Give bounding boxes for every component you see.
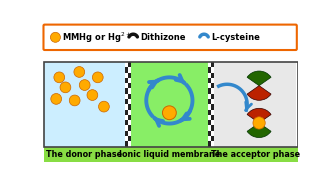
Bar (125, 131, 128, 136)
Bar (208, 73, 211, 78)
Bar (208, 110, 211, 115)
Text: The donor phase: The donor phase (46, 150, 123, 159)
Text: Dithizone: Dithizone (140, 33, 186, 42)
Circle shape (50, 32, 60, 42)
Bar (208, 115, 211, 120)
Bar (128, 88, 131, 94)
Text: The acceptor phase: The acceptor phase (211, 150, 300, 159)
Bar (128, 73, 131, 78)
Wedge shape (247, 123, 271, 138)
Bar (208, 120, 211, 125)
Bar (44, 147, 298, 162)
Bar (211, 78, 214, 83)
Bar (125, 120, 128, 125)
Bar (125, 88, 128, 94)
Circle shape (60, 82, 71, 93)
Bar (128, 67, 131, 73)
Bar (211, 62, 214, 67)
Wedge shape (247, 71, 271, 86)
Bar (208, 136, 211, 141)
Bar (208, 62, 211, 67)
Bar (125, 67, 128, 73)
Bar (44, 62, 125, 147)
Circle shape (253, 117, 265, 129)
Bar (211, 120, 214, 125)
Bar (208, 125, 211, 131)
Bar (211, 67, 214, 73)
Bar (208, 141, 211, 147)
Bar (125, 62, 128, 67)
Bar (131, 62, 208, 147)
Bar (211, 110, 214, 115)
Bar (128, 94, 131, 99)
Text: L-cysteine: L-cysteine (211, 33, 260, 42)
Bar (128, 104, 131, 110)
Bar (128, 115, 131, 120)
Bar (125, 83, 128, 88)
Bar (128, 131, 131, 136)
Bar (128, 120, 131, 125)
Bar (128, 136, 131, 141)
Text: Ionic liquid membrane: Ionic liquid membrane (119, 150, 220, 159)
Bar (128, 62, 131, 67)
Bar (125, 125, 128, 131)
Bar (211, 94, 214, 99)
Circle shape (79, 80, 90, 91)
Circle shape (51, 94, 61, 104)
Bar (208, 83, 211, 88)
Bar (128, 99, 131, 104)
Bar (125, 141, 128, 147)
Bar (125, 78, 128, 83)
Bar (211, 136, 214, 141)
Bar (44, 62, 298, 147)
Circle shape (99, 101, 109, 112)
Circle shape (74, 67, 85, 77)
Bar (208, 104, 211, 110)
Circle shape (162, 106, 176, 120)
Bar (211, 131, 214, 136)
Bar (125, 73, 128, 78)
Bar (211, 99, 214, 104)
Bar (211, 141, 214, 147)
Text: MMHg or Hg$^{2+}$: MMHg or Hg$^{2+}$ (61, 30, 131, 45)
Bar (211, 115, 214, 120)
Bar (208, 131, 211, 136)
Bar (125, 104, 128, 110)
Bar (211, 83, 214, 88)
Bar (211, 73, 214, 78)
Wedge shape (247, 108, 271, 123)
Bar (208, 78, 211, 83)
FancyBboxPatch shape (43, 25, 297, 50)
Circle shape (87, 90, 98, 100)
Bar (125, 110, 128, 115)
Circle shape (54, 72, 65, 83)
Bar (208, 94, 211, 99)
Bar (211, 125, 214, 131)
Bar (211, 104, 214, 110)
Bar (208, 67, 211, 73)
Circle shape (92, 72, 103, 83)
Bar (208, 88, 211, 94)
Bar (128, 78, 131, 83)
Bar (128, 83, 131, 88)
Wedge shape (247, 86, 271, 100)
Bar (128, 125, 131, 131)
Bar (128, 110, 131, 115)
Bar (214, 62, 296, 147)
Bar (128, 141, 131, 147)
Bar (125, 115, 128, 120)
Bar (125, 136, 128, 141)
Circle shape (69, 95, 80, 106)
Bar (208, 99, 211, 104)
Bar (125, 94, 128, 99)
Bar (211, 88, 214, 94)
Bar (125, 99, 128, 104)
